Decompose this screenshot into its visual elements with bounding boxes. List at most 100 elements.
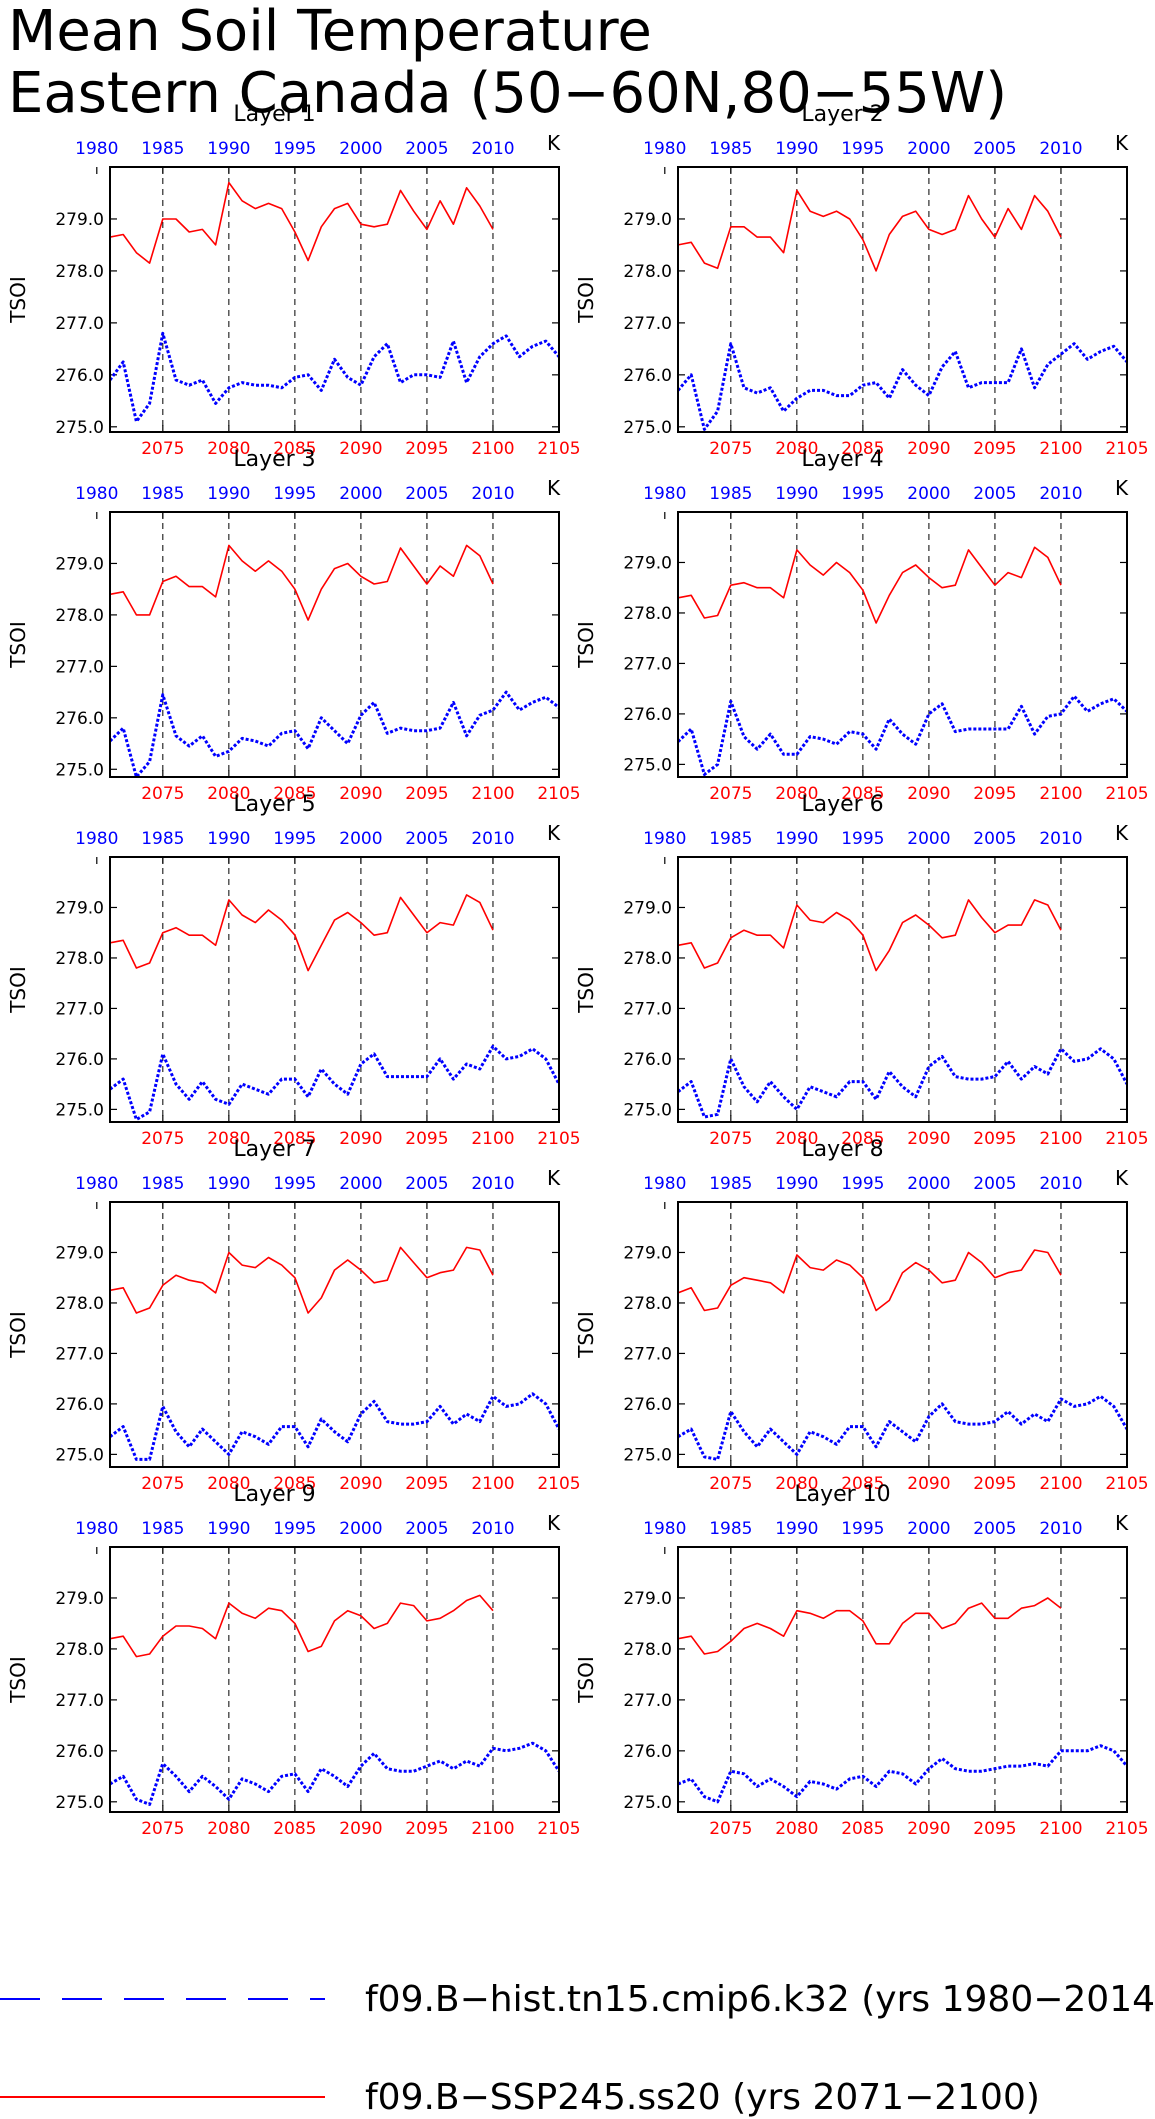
x-bottom-tick-label: 2085 <box>841 784 884 804</box>
x-top-tick-label: 2000 <box>907 139 950 159</box>
y-tick-label: 279.0 <box>55 210 104 230</box>
x-bottom-tick-label: 2075 <box>141 1129 184 1149</box>
y-tick-label: 276.0 <box>55 709 104 729</box>
series-line-ssp <box>678 546 1062 624</box>
x-bottom-tick-label: 2105 <box>537 1129 580 1149</box>
x-top-tick-label: 2000 <box>339 139 382 159</box>
y-axis-label: TSOI <box>574 1656 598 1704</box>
y-tick-label: 276.0 <box>623 1050 672 1070</box>
y-tick-label: 279.0 <box>55 554 104 574</box>
x-top-tick-label: 1980 <box>643 484 686 504</box>
y-tick-label: 278.0 <box>623 949 672 969</box>
x-bottom-tick-label: 2105 <box>1105 784 1148 804</box>
x-top-tick-label: 2010 <box>471 139 514 159</box>
x-top-tick-label: 1990 <box>207 139 250 159</box>
y-tick-label: 275.0 <box>55 1445 104 1465</box>
x-bottom-tick-label: 2085 <box>273 1819 316 1839</box>
plot-frame <box>677 511 1128 778</box>
x-bottom-tick-label: 2080 <box>775 439 818 459</box>
figure-title-line1: Mean Soil Temperature <box>8 0 652 64</box>
x-bottom-tick-label: 2090 <box>907 439 950 459</box>
y-tick-label: 277.0 <box>55 314 104 334</box>
y-tick-label: 279.0 <box>623 1589 672 1609</box>
series-line-ssp <box>678 1249 1062 1312</box>
y-tick-label: 277.0 <box>623 1344 672 1364</box>
x-top-tick-label: 1980 <box>75 829 118 849</box>
x-bottom-tick-label: 2085 <box>841 439 884 459</box>
x-top-tick-label: 1990 <box>775 139 818 159</box>
x-bottom-tick-label: 2105 <box>537 1819 580 1839</box>
panel-title: Layer 9 <box>233 1482 315 1507</box>
x-top-tick-label: 1990 <box>775 1519 818 1539</box>
series-line-ssp <box>678 1597 1062 1655</box>
x-top-tick-label: 1995 <box>841 484 884 504</box>
x-bottom-tick-label: 2095 <box>973 1474 1016 1494</box>
y-tick-label: 275.0 <box>623 1100 672 1120</box>
x-top-tick-label: 1980 <box>643 1519 686 1539</box>
chart-panel-layer-10: Layer 10 2075 2080 2085 2090 2095 2100 2105 1980… <box>574 1482 1149 1839</box>
y-tick-label: 277.0 <box>623 1691 672 1711</box>
legend-ssp-label: f09.B−SSP245.ss20 (yrs 2071−2100) <box>365 2077 1040 2118</box>
y-tick-label: 277.0 <box>55 999 104 1019</box>
x-bottom-tick-label: 2095 <box>973 1129 1016 1149</box>
x-bottom-tick-label: 2085 <box>841 1819 884 1839</box>
x-top-tick-label: 1985 <box>141 829 184 849</box>
y-tick-label: 276.0 <box>55 1050 104 1070</box>
y-axis-label: TSOI <box>6 1311 30 1359</box>
series-line-ssp <box>110 181 494 264</box>
series-line-ssp <box>678 899 1062 972</box>
x-top-tick-label: 1985 <box>709 829 752 849</box>
x-top-tick-label: 1980 <box>75 1519 118 1539</box>
x-bottom-tick-label: 2075 <box>141 1819 184 1839</box>
y-tick-label: 275.0 <box>623 755 672 775</box>
x-top-tick-label: 2005 <box>973 829 1016 849</box>
x-top-tick-label: 2010 <box>1039 829 1082 849</box>
x-top-tick-label: 1990 <box>775 829 818 849</box>
y-tick-label: 279.0 <box>623 210 672 230</box>
x-top-tick-label: 2000 <box>339 1174 382 1194</box>
y-tick-label: 275.0 <box>55 1100 104 1120</box>
series-line-ssp <box>110 1594 494 1658</box>
y-tick-label: 278.0 <box>623 604 672 624</box>
x-top-tick-label: 1980 <box>643 1174 686 1194</box>
x-top-tick-label: 2000 <box>339 1519 382 1539</box>
chart-panel-layer-3: Layer 3 2075 2080 2085 2090 2095 2100 2105 1980 1… <box>6 447 581 804</box>
x-top-tick-label: 1995 <box>273 829 316 849</box>
x-top-tick-label: 2010 <box>1039 1174 1082 1194</box>
y-tick-label: 276.0 <box>55 1395 104 1415</box>
x-bottom-tick-label: 2100 <box>1039 1819 1082 1839</box>
panel-title: Layer 6 <box>801 792 883 817</box>
panel-title: Layer 3 <box>233 447 315 472</box>
x-top-tick-label: 2005 <box>405 1519 448 1539</box>
x-bottom-tick-label: 2075 <box>709 1819 752 1839</box>
x-top-tick-label: 1990 <box>207 1174 250 1194</box>
series-line-ssp <box>678 189 1062 272</box>
y-tick-label: 275.0 <box>55 1793 104 1813</box>
x-top-tick-label: 1980 <box>75 139 118 159</box>
chart-panel-layer-9: Layer 9 2075 2080 2085 2090 2095 2100 2105 1980 1… <box>6 1482 581 1839</box>
panel-title: Layer 2 <box>801 102 883 127</box>
plot-frame <box>677 1201 1128 1468</box>
x-bottom-tick-label: 2100 <box>1039 784 1082 804</box>
x-bottom-tick-label: 2085 <box>273 1474 316 1494</box>
x-top-tick-label: 1985 <box>709 484 752 504</box>
y-tick-label: 276.0 <box>55 1742 104 1762</box>
y-tick-label: 277.0 <box>623 654 672 674</box>
x-bottom-tick-label: 2100 <box>471 1129 514 1149</box>
y-tick-label: 278.0 <box>55 1294 104 1314</box>
x-top-tick-label: 2005 <box>405 484 448 504</box>
unit-label: K <box>547 1511 561 1535</box>
unit-label: K <box>547 821 561 845</box>
series-line-hist <box>110 690 559 777</box>
plot-frame <box>109 1546 560 1813</box>
x-bottom-tick-label: 2105 <box>1105 1474 1148 1494</box>
x-top-tick-label: 1985 <box>141 1174 184 1194</box>
x-top-tick-label: 2005 <box>405 139 448 159</box>
y-tick-label: 276.0 <box>623 366 672 386</box>
x-bottom-tick-label: 2100 <box>471 439 514 459</box>
y-tick-label: 278.0 <box>55 1640 104 1660</box>
x-top-tick-label: 1985 <box>709 1174 752 1194</box>
x-top-tick-label: 2000 <box>907 1174 950 1194</box>
y-tick-label: 278.0 <box>55 262 104 282</box>
x-bottom-tick-label: 2075 <box>709 1129 752 1149</box>
